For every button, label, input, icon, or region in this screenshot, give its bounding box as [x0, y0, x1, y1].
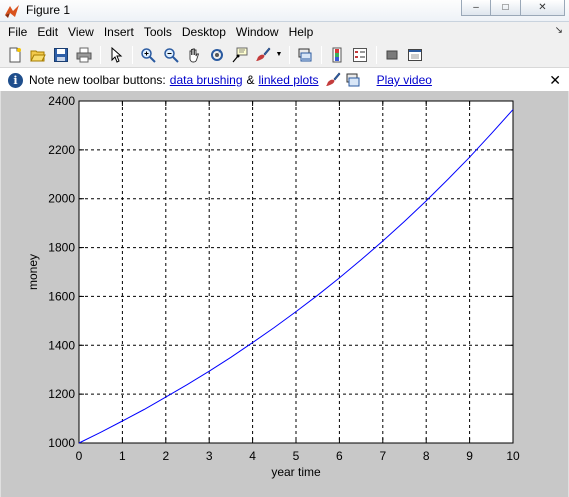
play-video-link[interactable]: Play video [376, 73, 432, 87]
hand-icon [189, 48, 200, 62]
x-tick-label: 8 [423, 449, 430, 463]
toolbar-separator [100, 45, 101, 64]
matlab-figure-icon [5, 5, 19, 18]
info-bar: i Note new toolbar buttons: data brushin… [0, 69, 569, 91]
zoom-out-button[interactable] [160, 44, 182, 66]
link-plot-icon [298, 48, 312, 61]
x-tick-label: 2 [162, 449, 169, 463]
y-tick-label: 2200 [48, 143, 75, 157]
menu-tools[interactable]: Tools [143, 25, 172, 39]
zoom-in-button[interactable] [137, 44, 159, 66]
x-tick-label: 1 [119, 449, 126, 463]
minimize-button[interactable]: ‒ [461, 0, 491, 16]
show-plot-tools-button[interactable] [404, 44, 426, 66]
x-tick-label: 4 [249, 449, 256, 463]
data-cursor-icon [232, 47, 248, 62]
x-tick-label: 5 [293, 449, 300, 463]
y-tick-label: 1000 [48, 436, 75, 450]
figure-canvas: 0 1 2 3 4 5 6 7 8 9 10 1000 1200 1400 1600 1800 2000 2200… [0, 91, 569, 497]
toolbar-separator [321, 45, 322, 64]
x-tick-label: 3 [206, 449, 213, 463]
info-ampersand: & [246, 73, 255, 87]
info-icon: i [8, 72, 23, 88]
y-tick-label: 1200 [48, 387, 75, 401]
save-button[interactable] [50, 44, 72, 66]
dock-figure-icon[interactable]: ↘ [554, 25, 563, 36]
y-tick-label: 1800 [48, 241, 75, 255]
brush-icon [256, 46, 271, 61]
brush-icon [325, 72, 341, 86]
menu-view[interactable]: View [68, 25, 94, 39]
edit-plot-button[interactable] [105, 44, 127, 66]
toolbar-separator [376, 45, 377, 64]
menu-file[interactable]: File [8, 25, 28, 39]
window-titlebar[interactable]: Figure 1 ‒ □ ✕ [0, 0, 569, 22]
menu-insert[interactable]: Insert [103, 25, 134, 39]
maximize-button[interactable]: □ [491, 0, 521, 16]
line-chart[interactable]: 0 1 2 3 4 5 6 7 8 9 10 1000 1200 1400 1600 1800 2000 2200… [1, 91, 568, 497]
open-folder-icon [30, 50, 46, 61]
x-tick-label: 0 [76, 449, 83, 463]
menu-help[interactable]: Help [288, 25, 314, 39]
new-figure-button[interactable] [4, 44, 26, 66]
rotate-icon [211, 48, 223, 61]
series-line [78, 109, 514, 444]
brush-button[interactable] [252, 44, 274, 66]
y-axis-label: money [26, 254, 40, 290]
link-plot-icon [346, 73, 360, 87]
new-file-icon [9, 47, 21, 62]
pointer-arrow-icon [111, 46, 123, 63]
toolbar-separator [132, 45, 133, 64]
linked-plots-link[interactable]: linked plots [258, 73, 319, 87]
y-tick-label: 1600 [48, 289, 75, 303]
x-tick-label: 6 [336, 449, 343, 463]
hide-plot-tools-button[interactable] [381, 44, 403, 66]
insert-colorbar-button[interactable] [326, 44, 348, 66]
legend-icon [353, 47, 367, 62]
print-icon [76, 47, 92, 62]
menu-window[interactable]: Window [235, 25, 279, 39]
menu-bar: File Edit View Insert Tools Desktop Wind… [0, 22, 569, 42]
window-controls: ‒ □ ✕ [461, 0, 565, 18]
toolbar-separator [289, 45, 290, 64]
menu-edit[interactable]: Edit [37, 25, 59, 39]
menu-desktop[interactable]: Desktop [181, 25, 226, 39]
data-cursor-button[interactable] [229, 44, 251, 66]
x-tick-label: 7 [379, 449, 386, 463]
insert-legend-button[interactable] [349, 44, 371, 66]
axis-ticks: 0 1 2 3 4 5 6 7 8 9 10 1000 1200 1400 1600 1800 2000 2200… [48, 94, 520, 463]
figure-toolbar: ▼ [0, 42, 569, 68]
hide-tools-icon [386, 50, 398, 59]
pan-button[interactable] [183, 44, 205, 66]
colorbar-icon [332, 47, 342, 62]
zoom-out-icon [164, 47, 179, 63]
grid-lines [79, 101, 513, 443]
y-tick-label: 2400 [48, 94, 75, 108]
x-tick-label: 9 [466, 449, 473, 463]
close-button[interactable]: ✕ [521, 0, 565, 16]
rotate-3d-button[interactable] [206, 44, 228, 66]
open-file-button[interactable] [27, 44, 49, 66]
link-plot-button[interactable] [294, 44, 316, 66]
save-icon [54, 47, 68, 62]
window-title: Figure 1 [26, 3, 71, 17]
x-tick-label: 10 [506, 449, 520, 463]
close-infobar-icon[interactable]: ✕ [549, 72, 561, 88]
show-tools-icon [408, 48, 422, 61]
zoom-in-icon [141, 47, 156, 63]
brush-dropdown-icon[interactable]: ▼ [275, 51, 283, 58]
data-brushing-link[interactable]: data brushing [169, 73, 243, 87]
series-layer [78, 109, 514, 444]
print-button[interactable] [73, 44, 95, 66]
x-axis-label: year time [271, 465, 321, 479]
info-text: Note new toolbar buttons: [29, 73, 166, 87]
y-tick-label: 2000 [48, 192, 75, 206]
y-tick-label: 1400 [48, 338, 75, 352]
